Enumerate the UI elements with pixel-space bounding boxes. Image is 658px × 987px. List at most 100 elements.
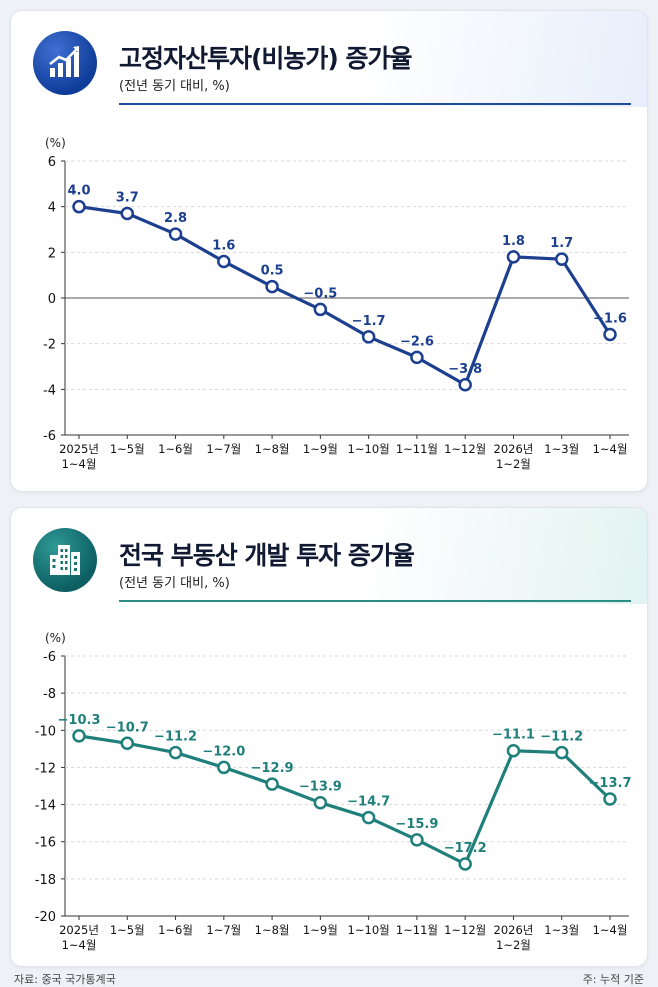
data-point bbox=[265, 777, 279, 791]
series-line bbox=[78, 205, 612, 387]
data-label: −10.7 bbox=[106, 720, 149, 735]
data-label: −13.7 bbox=[589, 776, 632, 791]
y-tick-label: -20 bbox=[35, 910, 56, 925]
x-tick-label: 2025년 1~4월 bbox=[59, 923, 99, 952]
y-tick-label: -16 bbox=[35, 836, 56, 851]
y-tick-label: -12 bbox=[35, 761, 56, 776]
data-point bbox=[506, 250, 521, 264]
card-header: 고정자산투자(비농가) 증가율 (전년 동기 대비, %) bbox=[11, 11, 647, 107]
x-tick-label: 1~4월 bbox=[593, 923, 628, 937]
y-tick-label: -6 bbox=[43, 429, 56, 444]
data-point bbox=[410, 350, 424, 365]
data-point bbox=[168, 227, 183, 241]
data-point bbox=[168, 745, 183, 760]
x-tick-label: 1~4월 bbox=[593, 442, 628, 456]
data-point bbox=[603, 792, 617, 806]
y-tick-label: 6 bbox=[48, 155, 56, 170]
y-tick-label: -6 bbox=[43, 650, 56, 665]
data-label: −10.3 bbox=[58, 713, 101, 728]
title-divider bbox=[119, 600, 631, 602]
data-label: −14.7 bbox=[347, 795, 390, 810]
data-point bbox=[265, 279, 279, 294]
card-header: 전국 부동산 개발 투자 증가율 (전년 동기 대비, %) bbox=[11, 508, 647, 604]
x-tick-label: 1~3월 bbox=[544, 442, 579, 456]
data-label: 1.6 bbox=[212, 238, 235, 253]
x-tick-label: 2026년 1~2월 bbox=[494, 923, 534, 952]
chart-title: 고정자산투자(비농가) 증가율 bbox=[119, 44, 413, 73]
data-point bbox=[361, 330, 376, 344]
data-point bbox=[217, 760, 231, 775]
x-tick-label: 1~10월 bbox=[348, 442, 390, 456]
data-point bbox=[313, 302, 328, 317]
x-tick-label: 1~7월 bbox=[206, 923, 241, 937]
data-label: −11.1 bbox=[492, 728, 535, 743]
x-tick-label: 1~3월 bbox=[544, 923, 579, 937]
data-label: 0.5 bbox=[261, 264, 284, 279]
data-point bbox=[458, 857, 472, 871]
x-tick-label: 1~9월 bbox=[303, 923, 338, 937]
y-tick-label: -18 bbox=[35, 873, 56, 888]
x-tick-label: 2026년 1~2월 bbox=[494, 442, 534, 471]
x-tick-label: 2025년 1~4월 bbox=[59, 442, 99, 471]
y-tick-label: 4 bbox=[48, 201, 56, 216]
data-label: −11.2 bbox=[154, 730, 197, 745]
x-tick-label: 1~9월 bbox=[303, 442, 338, 456]
data-point bbox=[361, 810, 376, 825]
chart-title: 전국 부동산 개발 투자 증가율 bbox=[119, 541, 415, 570]
data-label: −1.7 bbox=[352, 314, 386, 329]
x-tick-label: 1~12월 bbox=[444, 923, 486, 937]
data-label: −15.9 bbox=[395, 817, 438, 832]
data-point bbox=[506, 743, 521, 758]
x-tick-label: 1~5월 bbox=[110, 923, 145, 937]
chart-subtitle: (전년 동기 대비, %) bbox=[119, 79, 230, 94]
data-label: 1.7 bbox=[550, 236, 573, 251]
data-label: −2.6 bbox=[400, 334, 434, 349]
data-label: 1.8 bbox=[502, 234, 525, 249]
data-point bbox=[120, 736, 135, 751]
data-point bbox=[554, 745, 569, 760]
data-label: −11.2 bbox=[540, 730, 583, 745]
x-tick-label: 1~11월 bbox=[396, 442, 438, 456]
y-axis-unit: (%) bbox=[45, 136, 66, 150]
y-tick-label: -14 bbox=[35, 799, 56, 814]
y-tick-label: -10 bbox=[35, 724, 56, 739]
data-label: −1.6 bbox=[593, 312, 627, 327]
chart-subtitle: (전년 동기 대비, %) bbox=[119, 576, 230, 591]
data-label: −3.8 bbox=[448, 362, 482, 377]
x-tick-label: 1~7월 bbox=[206, 442, 241, 456]
data-point bbox=[217, 254, 231, 269]
data-label: −0.5 bbox=[303, 286, 337, 301]
y-tick-label: -8 bbox=[43, 687, 56, 702]
data-label: −12.0 bbox=[202, 744, 245, 759]
x-tick-label: 1~8월 bbox=[255, 442, 290, 456]
y-tick-label: -4 bbox=[43, 383, 56, 398]
x-tick-label: 1~11월 bbox=[396, 923, 438, 937]
x-tick-label: 1~12월 bbox=[444, 442, 486, 456]
y-tick-label: 2 bbox=[48, 246, 56, 261]
rising-chart-icon bbox=[33, 31, 97, 95]
x-tick-label: 1~6월 bbox=[158, 923, 193, 937]
fixed-asset-investment-card: 고정자산투자(비농가) 증가율 (전년 동기 대비, %) (%) 6 4 2 0 -2 -… bbox=[10, 10, 648, 492]
data-label: 4.0 bbox=[67, 184, 90, 199]
data-label: −17.2 bbox=[444, 841, 487, 856]
title-divider bbox=[119, 103, 631, 105]
data-point bbox=[554, 252, 569, 266]
data-label: −12.9 bbox=[251, 761, 294, 776]
series-line bbox=[78, 734, 612, 866]
data-point bbox=[72, 729, 86, 743]
data-point bbox=[603, 327, 617, 342]
data-label: 2.8 bbox=[164, 211, 187, 226]
y-tick-label: 0 bbox=[48, 292, 56, 307]
data-label: 3.7 bbox=[116, 191, 139, 206]
source-note: 자료: 중국 국가통계국 bbox=[14, 973, 116, 986]
data-label: −13.9 bbox=[299, 780, 342, 795]
x-tick-label: 1~6월 bbox=[158, 442, 193, 456]
data-point bbox=[120, 206, 135, 221]
data-point bbox=[72, 199, 86, 214]
data-point bbox=[313, 795, 328, 810]
x-tick-label: 1~10월 bbox=[348, 923, 390, 937]
data-point bbox=[458, 378, 472, 392]
x-tick-label: 1~8월 bbox=[255, 923, 290, 937]
